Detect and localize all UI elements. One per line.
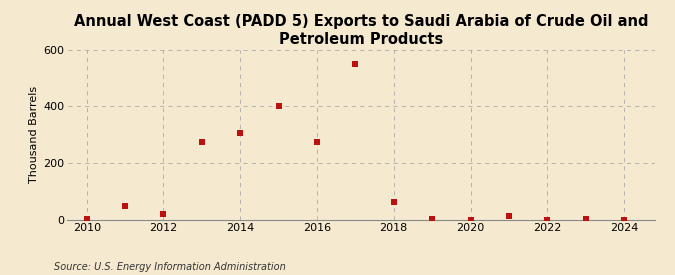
Point (235, 131, 246, 136)
Title: Annual West Coast (PADD 5) Exports to Saudi Arabia of Crude Oil and Petroleum Pr: Annual West Coast (PADD 5) Exports to Sa… (74, 14, 649, 46)
Point (427, 217, 437, 222)
Point (312, 140, 323, 144)
Point (465, 218, 476, 222)
Point (81, 217, 92, 222)
Point (542, 218, 553, 222)
Point (619, 218, 630, 222)
Point (196, 140, 207, 144)
Text: Source: U.S. Energy Information Administration: Source: U.S. Energy Information Administ… (54, 262, 286, 272)
Point (580, 216, 591, 221)
Point (273, 104, 284, 109)
Point (158, 212, 169, 216)
Point (388, 199, 399, 204)
Point (119, 204, 130, 208)
Point (504, 213, 514, 218)
Y-axis label: Thousand Barrels: Thousand Barrels (30, 86, 39, 183)
Point (350, 62, 360, 66)
